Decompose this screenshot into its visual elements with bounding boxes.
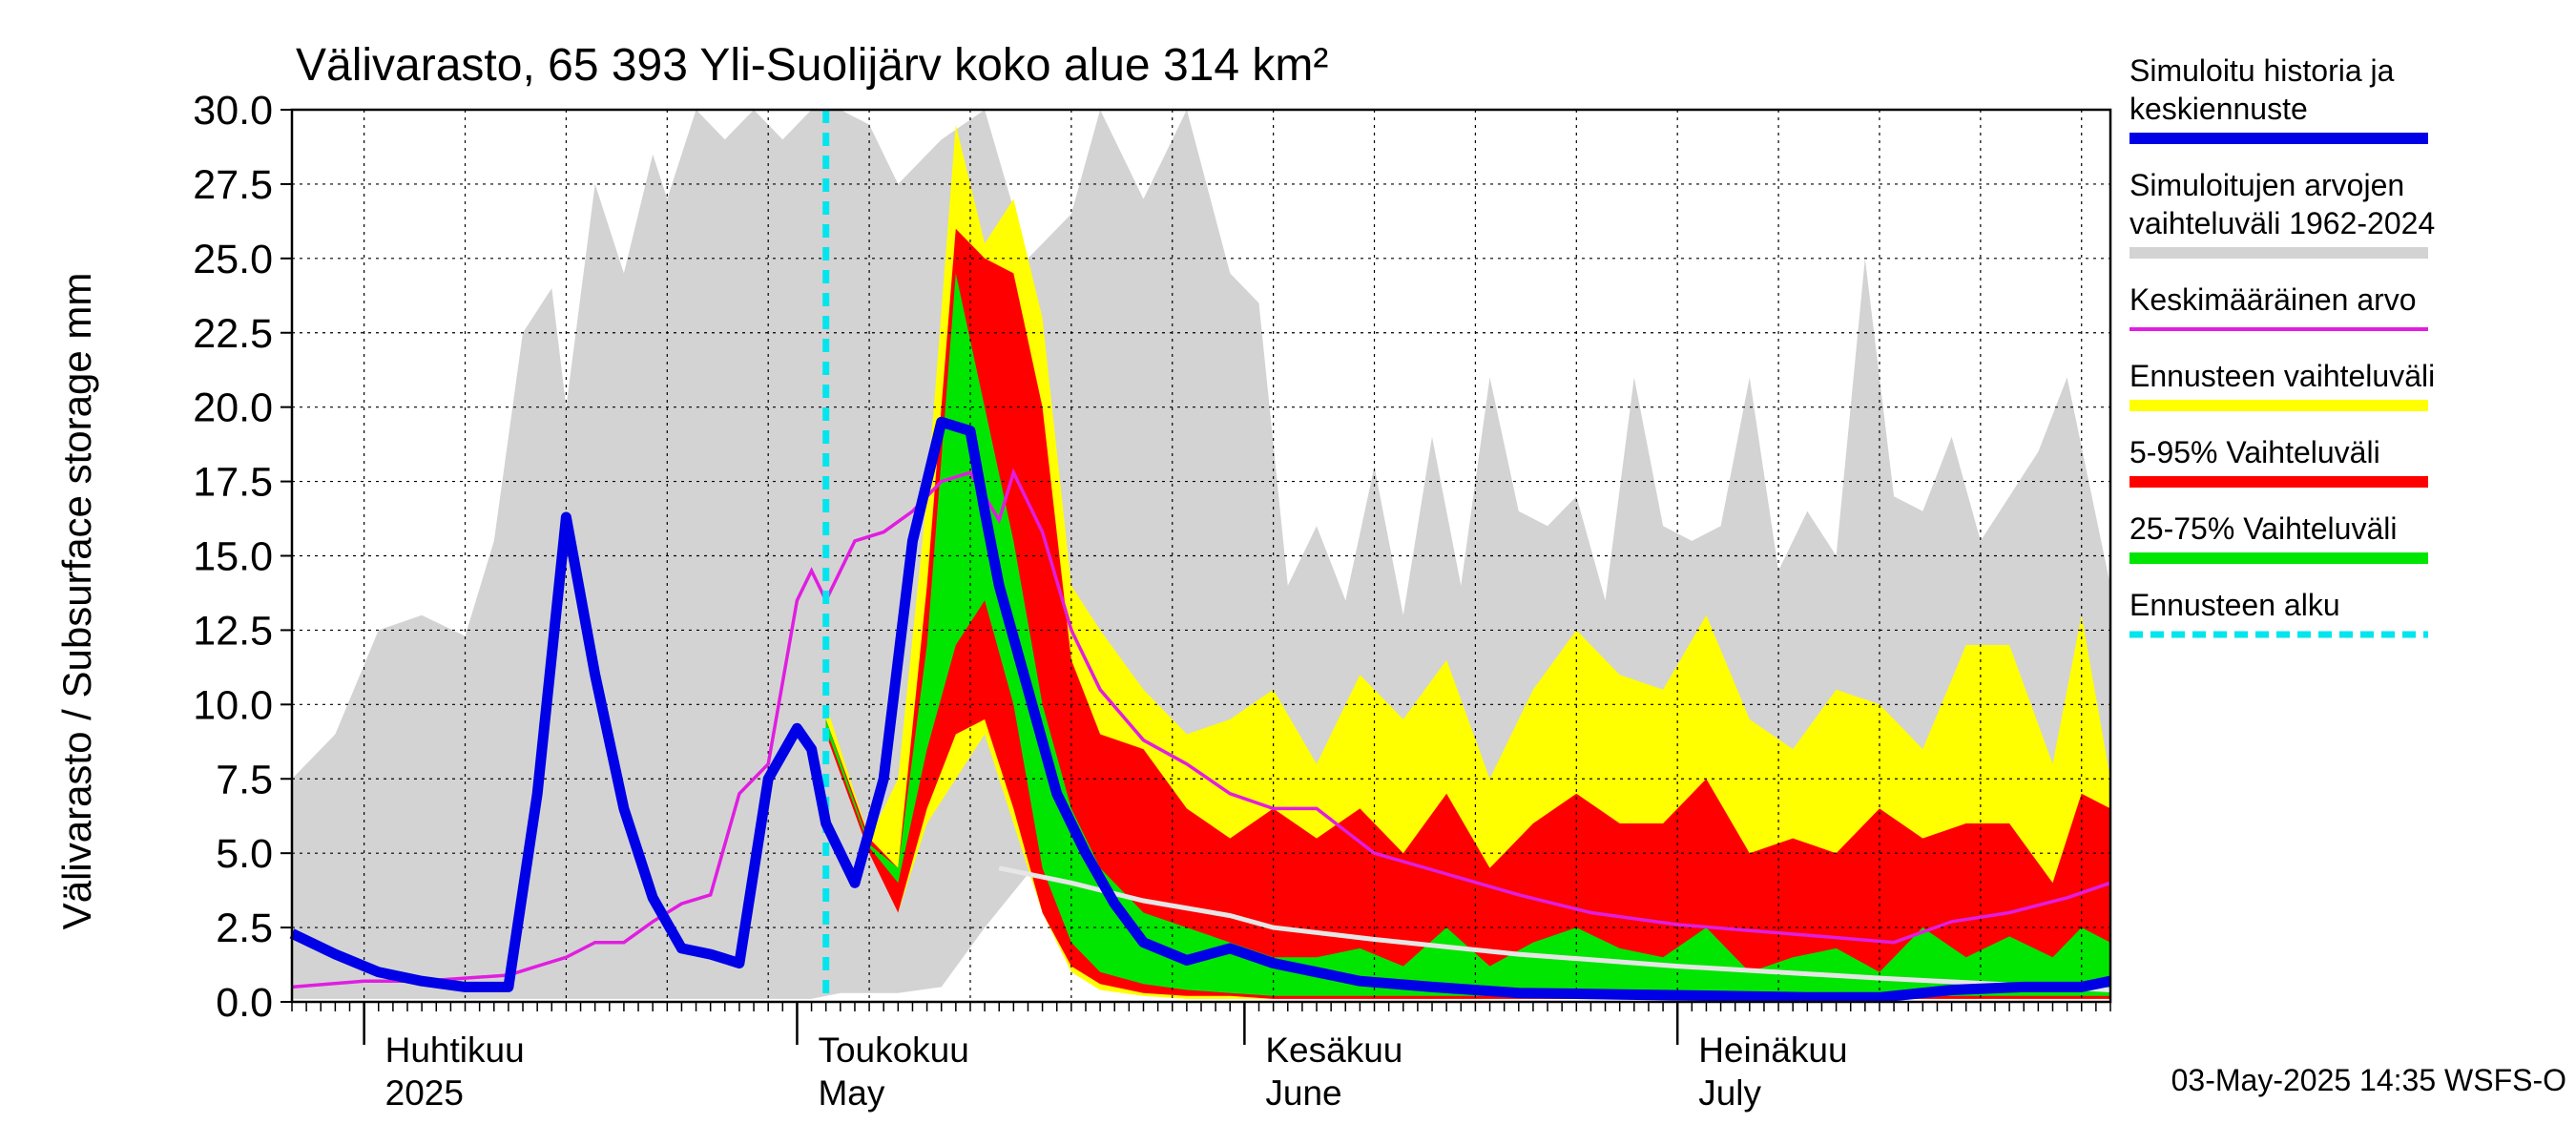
- plot-area: 0.0 2.5 5.0 7.5 10.0 12.5 15.0 17.5 20.0 22.5 25.0…: [193, 88, 2112, 1113]
- y-axis-label: Välivarasto / Subsurface storage mm: [54, 273, 99, 930]
- legend-label-5: 5-95% Vaihteluväli: [2129, 435, 2380, 469]
- y-tick-label: 15.0: [193, 534, 273, 580]
- y-tick-label: 20.0: [193, 385, 273, 431]
- x-month-label-fi: Kesäkuu: [1265, 1030, 1402, 1070]
- x-month-label-en: May: [818, 1073, 884, 1113]
- y-tick-label: 27.5: [193, 162, 273, 208]
- legend-label-6: 25-75% Vaihteluväli: [2129, 511, 2397, 546]
- legend-label-2: Simuloitujen arvojen: [2129, 168, 2404, 202]
- y-tick-label: 30.0: [193, 88, 273, 134]
- legend-label-1-line2: keskiennuste: [2129, 92, 2308, 126]
- p5-95-band: [825, 228, 2110, 999]
- y-tick-label: 22.5: [193, 311, 273, 357]
- footer-timestamp: 03-May-2025 14:35 WSFS-O: [2171, 1063, 2566, 1097]
- series-group: [292, 110, 2110, 999]
- legend-label-1: Simuloitu historia ja: [2129, 53, 2395, 88]
- y-tick-label: 25.0: [193, 237, 273, 282]
- y-tick-label: 0.0: [216, 980, 273, 1026]
- grid-lines: [292, 109, 2110, 1003]
- chart-title: Välivarasto, 65 393 Yli-Suolijärv koko a…: [296, 40, 1328, 91]
- x-month-label-fi: Huhtikuu: [385, 1030, 525, 1070]
- legend: Simuloitu historia ja keskiennuste Simuloi…: [2129, 53, 2435, 638]
- p25-75-band: [825, 273, 2110, 996]
- history-forecast-line: [289, 416, 2112, 1003]
- legend-label-4: Ennusteen vaihteluväli: [2129, 359, 2435, 393]
- y-tick-label: 17.5: [193, 460, 273, 506]
- x-month-label-en: June: [1265, 1073, 1341, 1113]
- x-month-label-fi: Toukokuu: [818, 1030, 968, 1070]
- y-tick-label: 5.0: [216, 831, 273, 877]
- y-tick-label: 10.0: [193, 682, 273, 728]
- y-tick-label: 7.5: [216, 757, 273, 802]
- x-month-label-en: July: [1698, 1073, 1761, 1113]
- legend-label-2-line2: vaihteluväli 1962-2024: [2129, 206, 2435, 240]
- y-tick-label: 12.5: [193, 608, 273, 654]
- y-tick-label: 2.5: [216, 906, 273, 951]
- legend-label-7: Ennusteen alku: [2129, 588, 2340, 622]
- x-month-label-fi: Heinäkuu: [1698, 1030, 1847, 1070]
- x-month-label-en: 2025: [385, 1073, 464, 1113]
- legend-label-3: Keskimääräinen arvo: [2129, 282, 2417, 317]
